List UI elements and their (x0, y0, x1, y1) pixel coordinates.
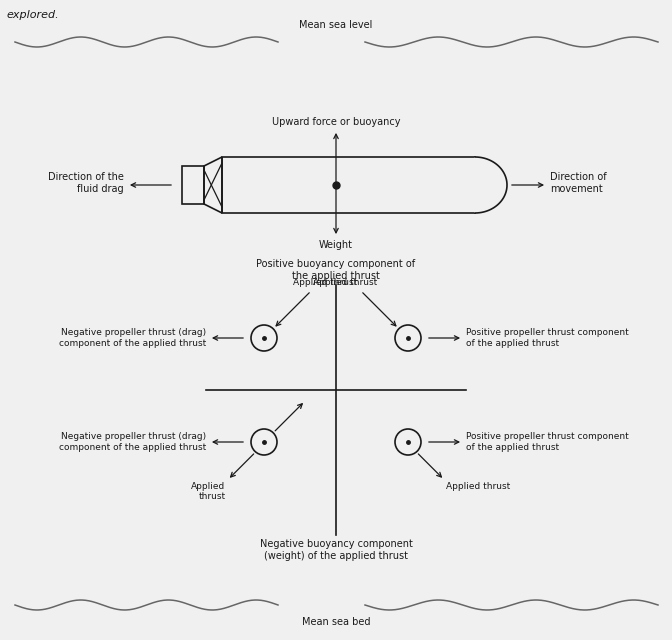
Text: Weight: Weight (319, 240, 353, 250)
Text: Direction of the
fluid drag: Direction of the fluid drag (48, 172, 124, 194)
Text: Mean sea bed: Mean sea bed (302, 617, 370, 627)
Text: Mean sea level: Mean sea level (299, 20, 373, 30)
Text: Direction of
movement: Direction of movement (550, 172, 607, 194)
Text: Negative propeller thrust (drag)
component of the applied thrust: Negative propeller thrust (drag) compone… (58, 432, 206, 452)
Text: Negative buoyancy component
(weight) of the applied thrust: Negative buoyancy component (weight) of … (259, 539, 413, 561)
Bar (182, 166, 204, 204)
Bar (474, 157, 479, 213)
Text: Applied thrust: Applied thrust (446, 482, 511, 491)
Text: explored.: explored. (6, 10, 58, 20)
Bar (222, 157, 475, 213)
Text: Positive propeller thrust component
of the applied thrust: Positive propeller thrust component of t… (466, 432, 629, 452)
Text: Positive buoyancy component of
the applied thrust: Positive buoyancy component of the appli… (257, 259, 415, 281)
Text: Applied thrust: Applied thrust (313, 278, 378, 287)
Text: Applied thrust: Applied thrust (292, 278, 357, 287)
Text: Positive propeller thrust component
of the applied thrust: Positive propeller thrust component of t… (466, 328, 629, 348)
Text: Applied
thrust: Applied thrust (192, 482, 226, 501)
Text: Upward force or buoyancy: Upward force or buoyancy (271, 117, 401, 127)
Text: Negative propeller thrust (drag)
component of the applied thrust: Negative propeller thrust (drag) compone… (58, 328, 206, 348)
